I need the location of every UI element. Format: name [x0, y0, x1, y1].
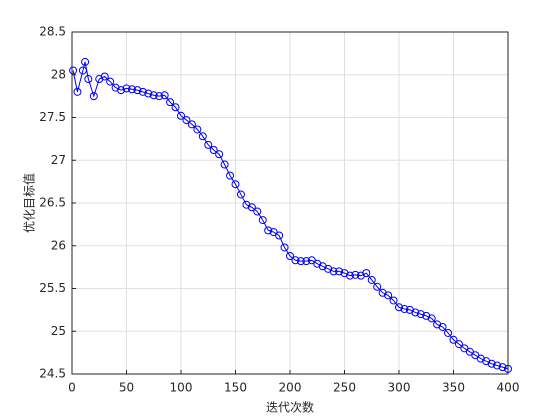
data-point — [198, 132, 207, 141]
data-point — [144, 89, 153, 98]
data-point — [166, 98, 175, 107]
y-tick-label: 26 — [51, 238, 66, 252]
data-point — [296, 257, 305, 266]
x-tick-label: 350 — [442, 381, 465, 395]
data-point — [275, 231, 284, 240]
data-point — [351, 270, 360, 279]
data-point — [411, 308, 420, 317]
y-axis-label: 优化目标值 — [22, 173, 37, 233]
data-point — [73, 87, 82, 96]
data-point — [258, 216, 267, 225]
data-point — [69, 66, 78, 75]
data-point — [504, 364, 512, 373]
y-tick-label: 26.5 — [39, 196, 66, 210]
data-point — [215, 150, 224, 159]
data-point — [193, 125, 202, 134]
y-tick-label: 28 — [51, 67, 66, 81]
data-point — [81, 57, 90, 66]
data-point — [204, 140, 213, 149]
data-point — [493, 361, 502, 370]
plot-frame — [71, 31, 509, 375]
x-tick-label: 50 — [119, 381, 134, 395]
y-tick-label: 25.5 — [39, 281, 66, 295]
data-point — [220, 160, 229, 169]
data-point — [329, 267, 338, 276]
data-point — [395, 303, 403, 312]
data-point — [416, 310, 425, 319]
data-point — [117, 86, 126, 95]
data-point — [253, 207, 262, 216]
data-point — [362, 269, 371, 278]
y-tick-label: 27 — [51, 153, 66, 167]
data-point — [171, 103, 180, 112]
data-point — [122, 84, 131, 93]
data-point — [106, 77, 115, 86]
x-tick-label: 150 — [224, 381, 247, 395]
data-point — [384, 291, 393, 300]
data-point — [138, 87, 147, 96]
data-point — [182, 116, 191, 125]
y-tick-label: 25 — [51, 324, 66, 338]
x-tick-label: 100 — [170, 381, 193, 395]
data-point — [84, 75, 93, 84]
data-point — [487, 359, 496, 368]
data-point — [100, 72, 109, 81]
x-tick-label: 400 — [497, 381, 520, 395]
data-point — [345, 271, 354, 280]
data-point — [133, 86, 142, 95]
x-tick-label: 250 — [333, 381, 356, 395]
data-point — [231, 180, 240, 189]
data-point — [291, 256, 300, 265]
data-point — [226, 171, 235, 180]
data-point — [427, 314, 436, 323]
y-tick-label: 27.5 — [39, 110, 66, 124]
data-point — [302, 257, 311, 266]
data-point — [367, 275, 376, 284]
data-point — [209, 145, 218, 154]
data-point — [78, 66, 87, 75]
data-point — [280, 243, 289, 252]
y-tick-label: 28.5 — [39, 25, 66, 39]
y-tick-label: 24.5 — [39, 367, 66, 381]
data-point — [335, 267, 344, 276]
x-tick-label: 0 — [68, 381, 76, 395]
data-point — [149, 91, 158, 100]
data-point — [187, 120, 196, 129]
data-point — [438, 322, 447, 331]
data-point — [160, 91, 169, 100]
data-point — [247, 203, 256, 212]
x-tick-label: 300 — [388, 381, 411, 395]
data-point — [498, 363, 507, 372]
data-point — [236, 190, 245, 199]
data-point — [444, 328, 453, 337]
data-point — [389, 296, 398, 305]
data-point — [286, 252, 294, 261]
data-point — [127, 85, 136, 94]
data-point — [264, 226, 273, 235]
data-point — [454, 340, 463, 349]
series-line — [72, 61, 509, 370]
data-point — [400, 305, 409, 314]
data-point — [89, 92, 98, 101]
data-point — [449, 335, 458, 344]
x-axis-label: 迭代次数 — [266, 400, 314, 415]
data-point — [177, 111, 185, 120]
data-point — [373, 282, 382, 291]
x-tick-label: 200 — [279, 381, 302, 395]
data-point — [155, 92, 164, 101]
